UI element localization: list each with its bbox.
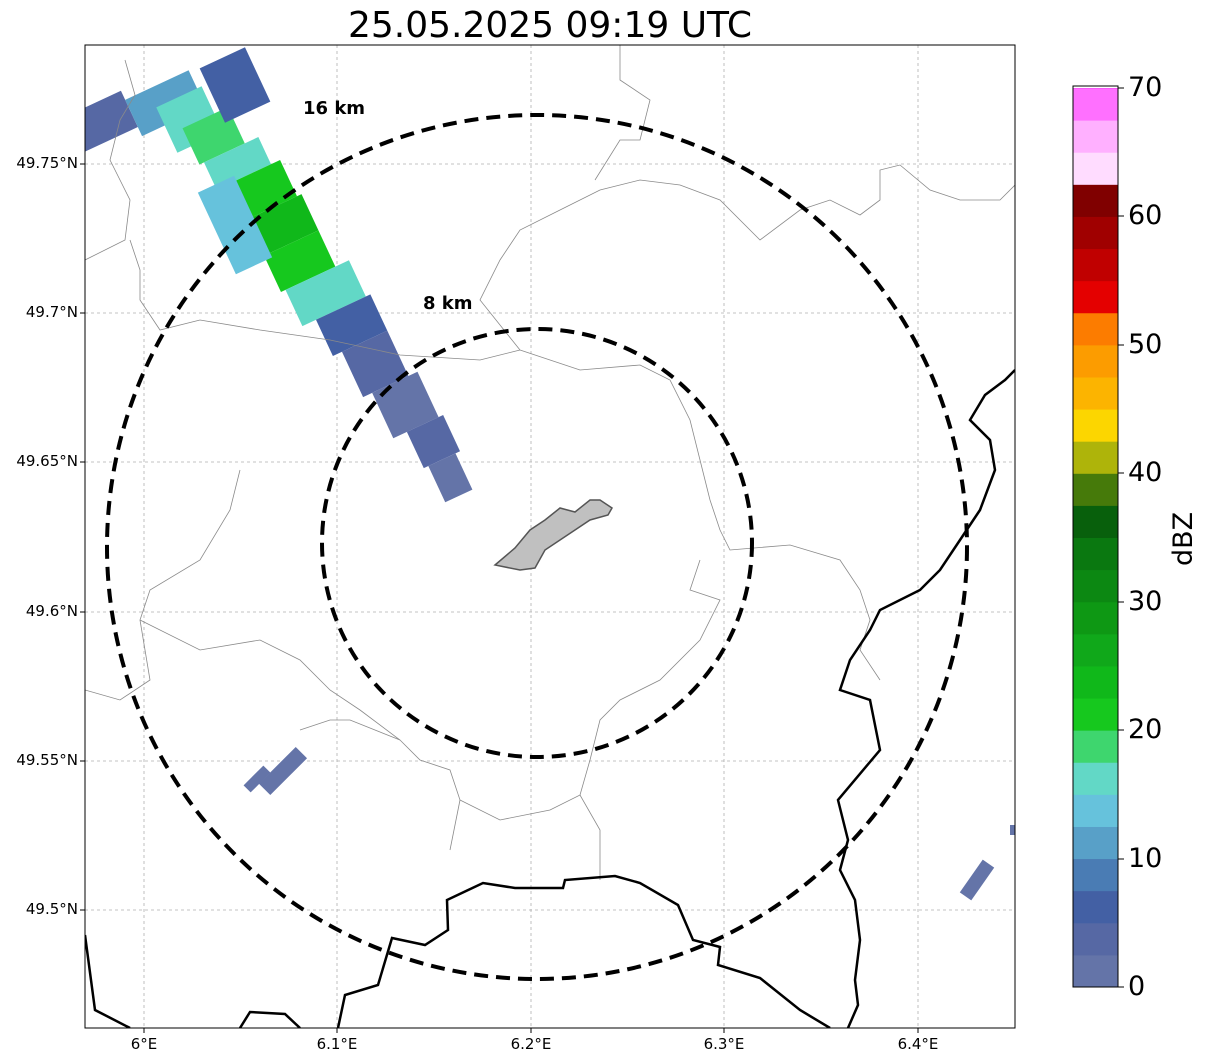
- plot-frame: [84, 44, 1016, 1029]
- colorbar-segment: [1073, 665, 1118, 699]
- colorbar-segment: [1073, 601, 1118, 635]
- lat-tick-label: 49.55°N: [16, 751, 78, 769]
- colorbar-ticks: [1118, 87, 1124, 988]
- colorbar-segment: [1073, 344, 1118, 378]
- colorbar-label: dBZ: [1168, 511, 1199, 566]
- colorbar-tick-label: 10: [1128, 843, 1163, 874]
- colorbar-segment: [1073, 216, 1118, 250]
- city-area: [493, 499, 613, 571]
- colorbar-segment: [1073, 280, 1118, 314]
- lon-tick-label: 6.4°E: [897, 1035, 939, 1053]
- colorbar-segment: [1073, 88, 1118, 89]
- colorbar-tick-label: 50: [1128, 329, 1163, 360]
- colorbar-tick-label: 60: [1128, 200, 1163, 231]
- tick-marks: [80, 163, 919, 1033]
- colorbar-segment: [1073, 473, 1118, 506]
- lat-tick-label: 49.5°N: [25, 900, 78, 918]
- colorbar-segment: [1073, 730, 1118, 763]
- colorbar-segment: [1073, 826, 1118, 860]
- colorbar-segment: [1073, 184, 1118, 217]
- colorbar-segment: [1073, 152, 1118, 185]
- colorbar-segment: [1073, 794, 1118, 827]
- colorbar-tick-label: 40: [1128, 457, 1163, 488]
- colorbar-segment: [1073, 409, 1118, 442]
- colorbar-segment: [1073, 890, 1118, 924]
- colorbar-segment: [1073, 698, 1118, 731]
- colorbar-tick-label: 20: [1128, 714, 1163, 745]
- colorbar-segment: [1073, 922, 1118, 956]
- lat-tick-label: 49.7°N: [25, 303, 78, 321]
- colorbar-segment: [1073, 376, 1118, 410]
- colorbar-segment: [1073, 505, 1118, 538]
- colorbar-tick-label: 70: [1128, 72, 1163, 103]
- range-label-8km: 8 km: [423, 293, 473, 314]
- colorbar-segment: [1073, 312, 1118, 346]
- map-title: 25.05.2025 09:19 UTC: [347, 5, 753, 46]
- lon-tick-label: 6°E: [130, 1035, 158, 1053]
- lon-tick-label: 6.2°E: [510, 1035, 552, 1053]
- colorbar-tick-label: 30: [1128, 586, 1163, 617]
- colorbar-segment: [1073, 633, 1118, 667]
- colorbar-segment: [1073, 537, 1118, 571]
- colorbar: [1073, 88, 1118, 988]
- colorbar-frame: [1072, 85, 1119, 988]
- range-label-16km: 16 km: [303, 98, 366, 119]
- range-ring-16km: [105, 113, 969, 981]
- lat-tick-label: 49.65°N: [16, 452, 78, 470]
- national-borders: [85, 369, 1015, 1028]
- colorbar-segment: [1073, 120, 1118, 153]
- radar-echoes: [85, 47, 1015, 901]
- colorbar-segment: [1073, 762, 1118, 795]
- colorbar-segment: [1073, 858, 1118, 892]
- gridlines: [85, 45, 1015, 1028]
- lat-tick-label: 49.75°N: [16, 154, 78, 172]
- lon-tick-label: 6.1°E: [316, 1035, 358, 1053]
- colorbar-tick-label: 0: [1128, 971, 1146, 1002]
- colorbar-segment: [1073, 88, 1118, 121]
- range-ring-8km: [320, 327, 754, 759]
- colorbar-segment: [1073, 441, 1118, 474]
- lat-tick-label: 49.6°N: [25, 602, 78, 620]
- admin-boundaries: [85, 45, 1015, 880]
- lon-tick-label: 6.3°E: [703, 1035, 745, 1053]
- colorbar-segment: [1073, 569, 1118, 603]
- colorbar-segment: [1073, 248, 1118, 282]
- colorbar-segment: [1073, 954, 1118, 988]
